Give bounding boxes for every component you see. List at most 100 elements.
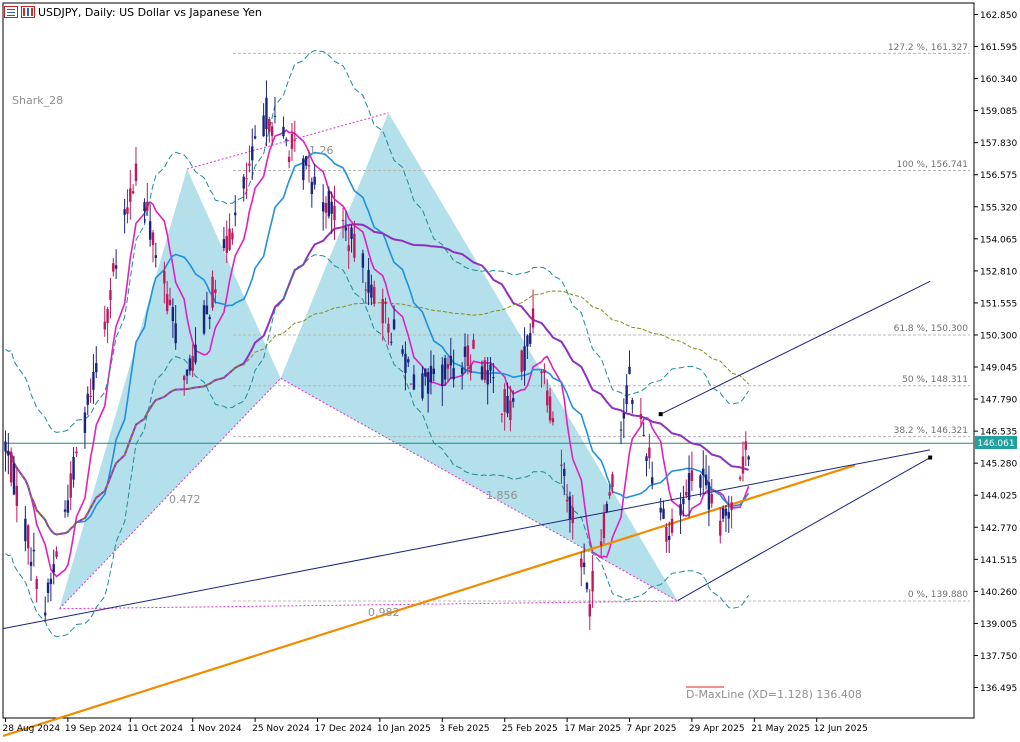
candle-body (55, 551, 58, 558)
x-tick-label: 11 Oct 2024 (127, 724, 183, 734)
candle-body (611, 474, 614, 487)
candle-body (489, 364, 492, 371)
pattern-bcd (280, 112, 678, 602)
chart-list-icon[interactable] (4, 6, 18, 18)
y-tick-label: 150.300 (980, 331, 1017, 341)
candle-body (588, 604, 591, 617)
x-tick-label: 7 Apr 2025 (627, 724, 677, 734)
candle-body (679, 504, 682, 516)
y-tick-label: 155.320 (980, 203, 1017, 213)
candle-body (148, 221, 152, 240)
fib-label-100: 100 %, 156.741 (896, 160, 968, 170)
candle-body (392, 319, 396, 330)
labels-layer: 127.2 %, 161.327 100 %, 156.741 61.8 %, … (12, 43, 1017, 701)
y-tick-label: 154.065 (980, 235, 1017, 245)
candle-body (182, 376, 186, 381)
candle-body (89, 395, 92, 398)
x-tick-label: 28 Aug 2024 (3, 724, 61, 734)
candle-body (282, 126, 285, 137)
y-tick-label: 162.850 (980, 11, 1017, 21)
bar-chart-icon[interactable] (21, 6, 35, 18)
candle-body (500, 413, 504, 415)
y-tick-label: 161.595 (980, 43, 1017, 53)
candle-body (165, 294, 169, 312)
candle-body (685, 491, 688, 496)
candle-body (151, 232, 155, 246)
candle-body (707, 482, 711, 510)
candle-body (126, 207, 129, 214)
y-tick-label: 144.025 (980, 492, 1017, 502)
candle-body (341, 219, 345, 222)
candle-body (463, 346, 467, 357)
candle-body (492, 377, 495, 379)
candle-body (404, 353, 407, 373)
candle-body (228, 228, 231, 250)
candle-body (242, 176, 245, 189)
candle-body (202, 305, 206, 334)
candle-body (344, 227, 348, 231)
candle-body (608, 492, 611, 496)
candle-body (86, 393, 89, 405)
candle-body (273, 115, 277, 117)
candle-body (659, 507, 662, 513)
candle-body (602, 512, 606, 539)
candle-body (131, 191, 135, 194)
candle-body (211, 276, 214, 308)
candle-body (546, 390, 549, 406)
candle-body (129, 188, 132, 202)
y-tick-label: 160.340 (980, 75, 1017, 85)
candle-body (72, 456, 75, 480)
candle-body (568, 496, 572, 519)
anchor-marker (928, 455, 933, 460)
candle-body (69, 473, 72, 498)
x-tick-label: 21 May 2025 (751, 724, 810, 734)
candle-body (605, 503, 609, 513)
pattern-ratio-line (59, 378, 281, 610)
candle-body (35, 578, 38, 589)
candle-body (304, 156, 308, 166)
candle-body (472, 339, 475, 349)
candle-body (540, 371, 543, 374)
candle-body (324, 202, 328, 213)
trendlines-layer (2, 280, 933, 630)
candle-body (506, 395, 509, 414)
y-tick-label: 142.770 (980, 524, 1017, 534)
candle-body (699, 475, 702, 488)
pattern-layer (59, 112, 678, 610)
candle-body (327, 190, 331, 217)
long-trendline (2, 449, 931, 630)
candle-body (387, 323, 390, 333)
x-tick-label: 19 Sep 2024 (65, 724, 122, 734)
candle-body (75, 451, 78, 454)
candle-body (63, 509, 67, 512)
candle-body (486, 369, 489, 385)
candle-body (307, 165, 311, 167)
candle-body (628, 366, 631, 374)
candle-body (480, 366, 484, 380)
x-tick-label: 12 Jun 2025 (814, 724, 868, 734)
candle-body (744, 441, 747, 450)
y-tick-label: 141.515 (980, 556, 1017, 566)
candle-body (163, 270, 166, 284)
candle-body (330, 201, 333, 214)
x-tick-label: 29 Apr 2025 (689, 724, 745, 734)
candle-body (168, 299, 172, 306)
y-tick-label: 159.085 (980, 107, 1017, 117)
candle-body (49, 578, 53, 585)
candle-body (523, 346, 526, 371)
ma-blue (5, 151, 750, 536)
ratio-0472: 0.472 (169, 493, 201, 506)
candle-body (313, 176, 316, 185)
candle-body (287, 156, 291, 163)
ratio-0982: 0.982 (368, 606, 400, 619)
candle-body (9, 451, 13, 483)
candle-body (367, 269, 370, 293)
candle-body (321, 202, 325, 212)
candle-body (724, 508, 728, 516)
candle-body (441, 364, 444, 387)
candle-body (103, 321, 106, 330)
candle-body (639, 413, 643, 420)
candle-body (520, 350, 523, 372)
candle-body (171, 307, 175, 322)
